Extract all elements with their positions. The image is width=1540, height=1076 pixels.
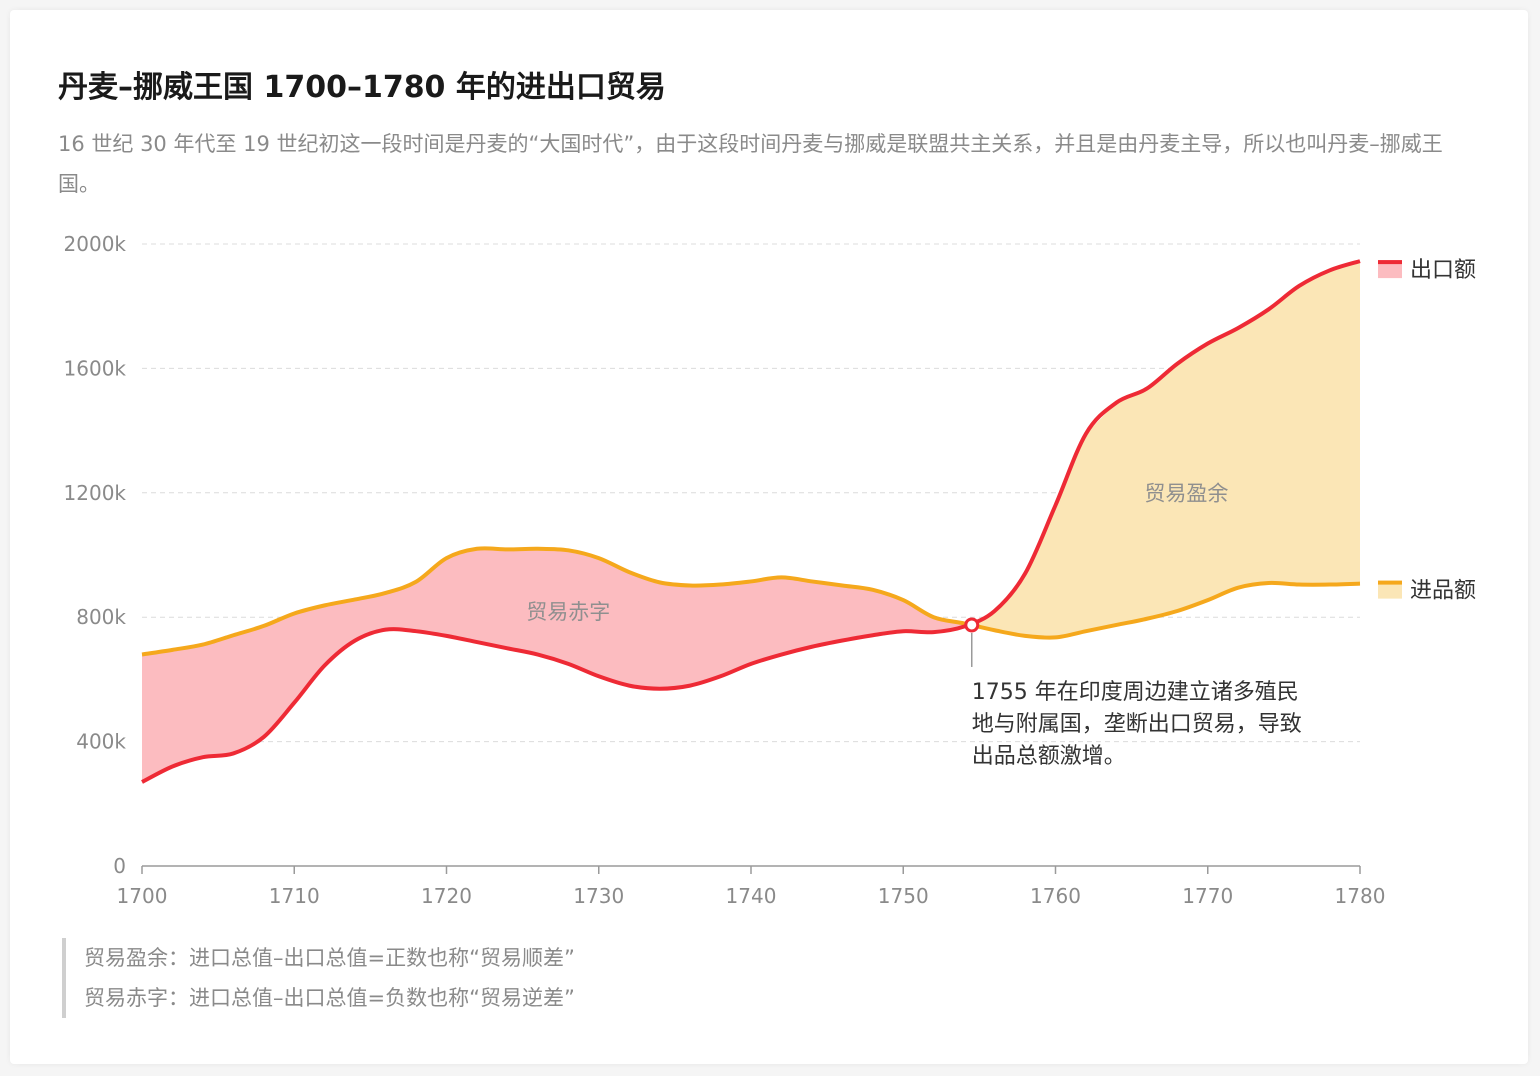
notes-block: 贸易盈余：进口总值–出口总值=正数也称“贸易顺差” 贸易赤字：进口总值–出口总值… — [62, 938, 575, 1018]
x-tick-label: 1700 — [117, 884, 168, 908]
x-tick-label: 1750 — [878, 884, 929, 908]
chart-title: 丹麦–挪威王国 1700–1780 年的进出口贸易 — [58, 70, 666, 105]
surplus-note: 贸易盈余：进口总值–出口总值=正数也称“贸易顺差” — [84, 946, 575, 970]
x-tick-label: 1760 — [1030, 884, 1081, 908]
legend-export-swatch-line — [1378, 260, 1402, 265]
y-tick-label: 2000k — [64, 232, 127, 256]
x-tick-label: 1780 — [1335, 884, 1386, 908]
deficit-note: 贸易赤字：进口总值–出口总值=负数也称“贸易逆差” — [84, 986, 575, 1010]
y-tick-label: 400k — [76, 730, 126, 754]
legend-export-label: 出口额 — [1410, 258, 1476, 283]
legend-import-label: 进品额 — [1410, 579, 1476, 604]
import-series-line — [141, 546, 1361, 657]
legend-import-swatch-line — [1378, 580, 1402, 585]
annotation-text-line: 地与附属国，垄断出口贸易，导致 — [972, 712, 1302, 737]
y-tick-label: 1200k — [64, 481, 127, 505]
x-tick-label: 1710 — [269, 884, 320, 908]
chart-subtitle: 16 世纪 30 年代至 19 世纪初这一段时间是丹麦的“大国时代”，由于这段时… — [58, 132, 1443, 196]
x-tick-label: 1740 — [726, 884, 777, 908]
x-tick-label: 1720 — [421, 884, 472, 908]
y-tick-label: 800k — [76, 605, 126, 629]
annotation-text-line: 出品总额激增。 — [972, 744, 1126, 769]
legend-import-swatch — [1378, 580, 1402, 599]
x-tick-label: 1770 — [1182, 884, 1233, 908]
annotation-marker — [964, 617, 980, 633]
legend-export-swatch — [1378, 260, 1402, 279]
y-tick-label: 1600k — [64, 356, 127, 380]
export-series-line — [141, 259, 1361, 784]
surplus-area-label: 贸易盈余 — [1144, 481, 1228, 505]
surplus-area — [968, 261, 1360, 638]
annotation-text-line: 1755 年在印度周边建立诸多殖民 — [972, 680, 1299, 705]
x-tick-label: 1730 — [573, 884, 624, 908]
deficit-area-label: 贸易赤字 — [526, 600, 610, 624]
deficit-area — [142, 548, 969, 783]
y-tick-label: 0 — [113, 854, 126, 878]
